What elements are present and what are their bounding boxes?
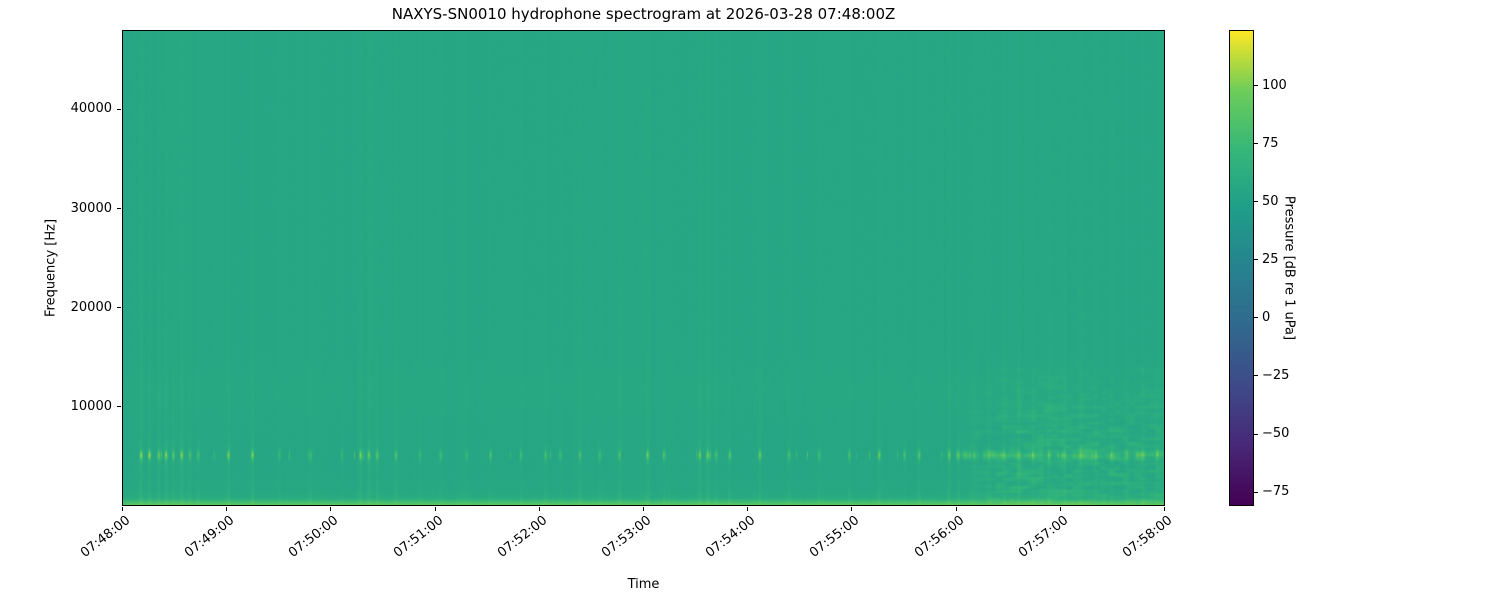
x-tick	[1059, 507, 1061, 511]
colorbar-gradient	[1230, 31, 1253, 505]
x-tick	[643, 507, 644, 511]
y-tick	[117, 406, 121, 408]
y-tick-label: 10000	[70, 398, 112, 414]
y-tick-label: 20000	[70, 299, 112, 315]
x-tick	[747, 507, 749, 511]
y-tick-label: 30000	[70, 200, 112, 216]
x-tick	[1164, 507, 1165, 511]
y-tick	[117, 108, 121, 110]
colorbar-tick-label: 50	[1262, 193, 1279, 209]
colorbar-tick-label: 75	[1262, 135, 1279, 151]
x-tick	[122, 507, 123, 511]
colorbar	[1229, 30, 1254, 506]
x-tick	[851, 507, 853, 511]
plot-area	[122, 30, 1165, 506]
colorbar-label: Pressure [dB re 1 uPa]	[1281, 195, 1297, 341]
x-tick	[955, 507, 957, 511]
colorbar-tick	[1254, 85, 1258, 87]
y-axis-label: Frequency [Hz]	[43, 218, 59, 318]
chart-title: NAXYS-SN0010 hydrophone spectrogram at 2…	[391, 5, 896, 23]
x-tick	[538, 507, 540, 511]
colorbar-tick	[1254, 143, 1258, 145]
x-tick-label: 07:48:00	[77, 513, 134, 561]
y-tick-label: 40000	[70, 101, 112, 117]
x-tick	[434, 507, 436, 511]
colorbar-tick	[1254, 491, 1258, 493]
x-tick	[330, 507, 332, 511]
colorbar-tick	[1254, 433, 1258, 435]
colorbar-tick-label: 0	[1262, 309, 1271, 325]
colorbar-tick	[1254, 201, 1258, 203]
spectrogram-canvas	[123, 31, 1164, 505]
x-tick	[226, 507, 228, 511]
colorbar-tick-label: −50	[1262, 426, 1290, 442]
colorbar-tick	[1254, 317, 1258, 319]
colorbar-tick	[1254, 259, 1258, 261]
x-axis-label: Time	[627, 577, 660, 592]
colorbar-tick	[1254, 375, 1258, 377]
colorbar-tick-label: −75	[1262, 484, 1290, 500]
y-tick	[117, 307, 121, 309]
y-tick	[117, 208, 121, 209]
colorbar-tick-label: −25	[1262, 367, 1290, 383]
colorbar-tick-label: 25	[1262, 251, 1279, 267]
colorbar-tick-label: 100	[1262, 77, 1287, 93]
